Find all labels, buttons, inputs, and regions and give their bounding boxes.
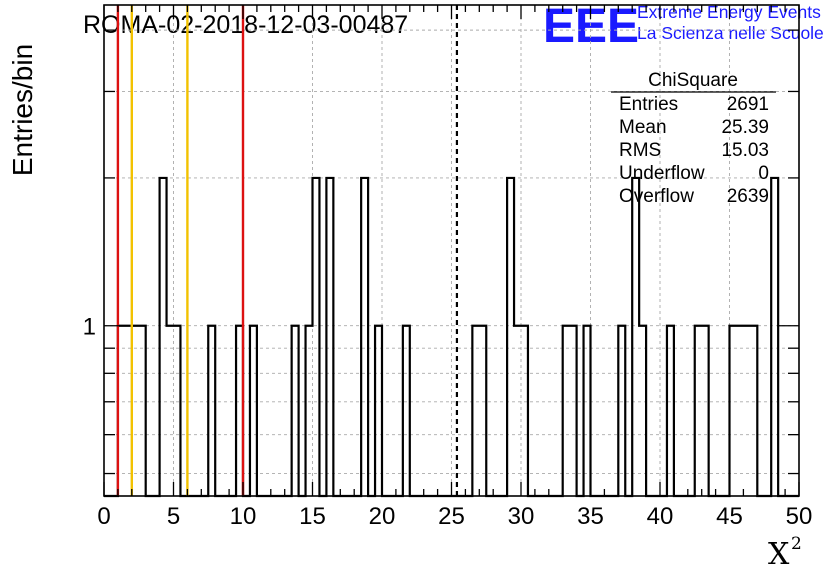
histogram-bin [167,326,174,496]
x-tick-label: 30 [508,503,535,530]
x-tick-label: 45 [716,503,743,530]
x-tick-label: 5 [167,503,180,530]
x-axis-label-superscript: 2 [791,534,802,554]
stats-box: ChiSquare Entries 2691 Mean 25.39 RMS 15.03 Un… [611,70,776,207]
histogram-bin [736,326,743,496]
stats-row-label: Underflow [619,163,705,184]
tick-labels: 0 5 10 15 20 25 30 35 40 45 50 1 [83,314,813,530]
x-tick-label: 15 [299,503,326,530]
x-tick-label: 10 [230,503,257,530]
y-axis-label: Entries/bin [7,44,38,176]
stats-row-label: Overflow [619,186,694,207]
stats-title: ChiSquare [648,70,738,91]
x-tick-label: 40 [647,503,674,530]
stats-row-label: Entries [619,94,678,115]
x-tick-label: 20 [369,503,396,530]
stats-row-value: 15.03 [721,140,769,161]
axis-ticks [103,5,800,496]
stats-row-label: Mean [619,117,667,138]
stats-row-value: 0 [758,163,769,184]
stats-row-value: 2639 [727,186,769,207]
x-tick-label: 35 [577,503,604,530]
y-tick-label: 1 [83,314,96,341]
reference-lines [116,5,459,496]
x-axis-label: X [768,537,790,572]
stats-row-value: 2691 [727,94,769,115]
stats-row-value: 25.39 [721,117,769,138]
histogram-bin [514,326,521,496]
eee-line2: La Scienza nelle Scuole [637,23,824,43]
histogram-bin [743,326,750,496]
stats-row-label: RMS [619,140,661,161]
x-tick-label: 50 [786,503,813,530]
eee-logo: EEE Extreme Energy Events La Scienza nel… [543,0,824,53]
x-tick-label: 25 [438,503,465,530]
x-tick-label: 0 [97,503,110,530]
chart-title: ROMA-02-2018-12-03-00487 [83,11,408,39]
